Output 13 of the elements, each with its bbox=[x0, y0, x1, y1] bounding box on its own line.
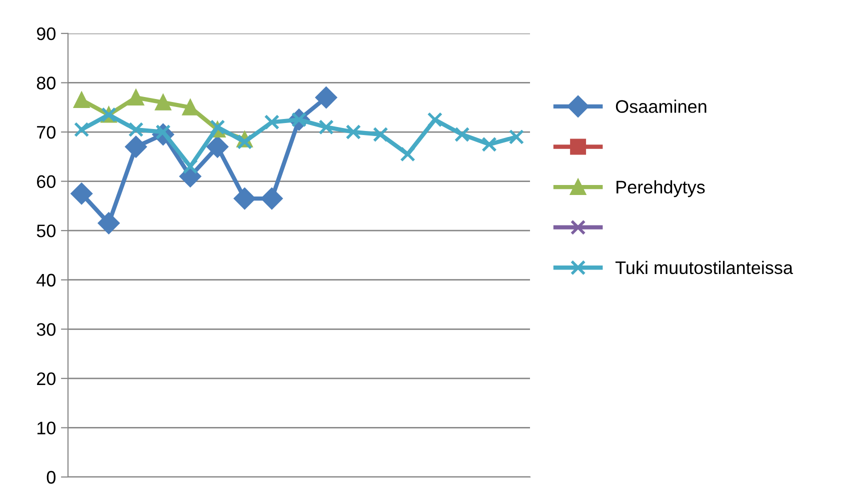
legend-label: Perehdytys bbox=[616, 180, 705, 198]
y-tick-label: 10 bbox=[37, 422, 56, 434]
y-tick-label: 90 bbox=[36, 27, 56, 40]
y-tick-label: 70 bbox=[37, 126, 56, 139]
y-tick-label: 0 bbox=[46, 470, 56, 484]
y-tick-label: 60 bbox=[37, 175, 56, 188]
y-tick-label: 40 bbox=[36, 274, 56, 287]
y-tick-label: 80 bbox=[36, 76, 56, 90]
legend-label: Osaaminen bbox=[616, 100, 706, 113]
y-tick-label: 30 bbox=[36, 323, 56, 336]
legend-label: Tuki muutostilanteissa bbox=[615, 260, 794, 274]
y-tick-label: 50 bbox=[36, 224, 56, 238]
y-tick-label: 20 bbox=[37, 372, 56, 386]
